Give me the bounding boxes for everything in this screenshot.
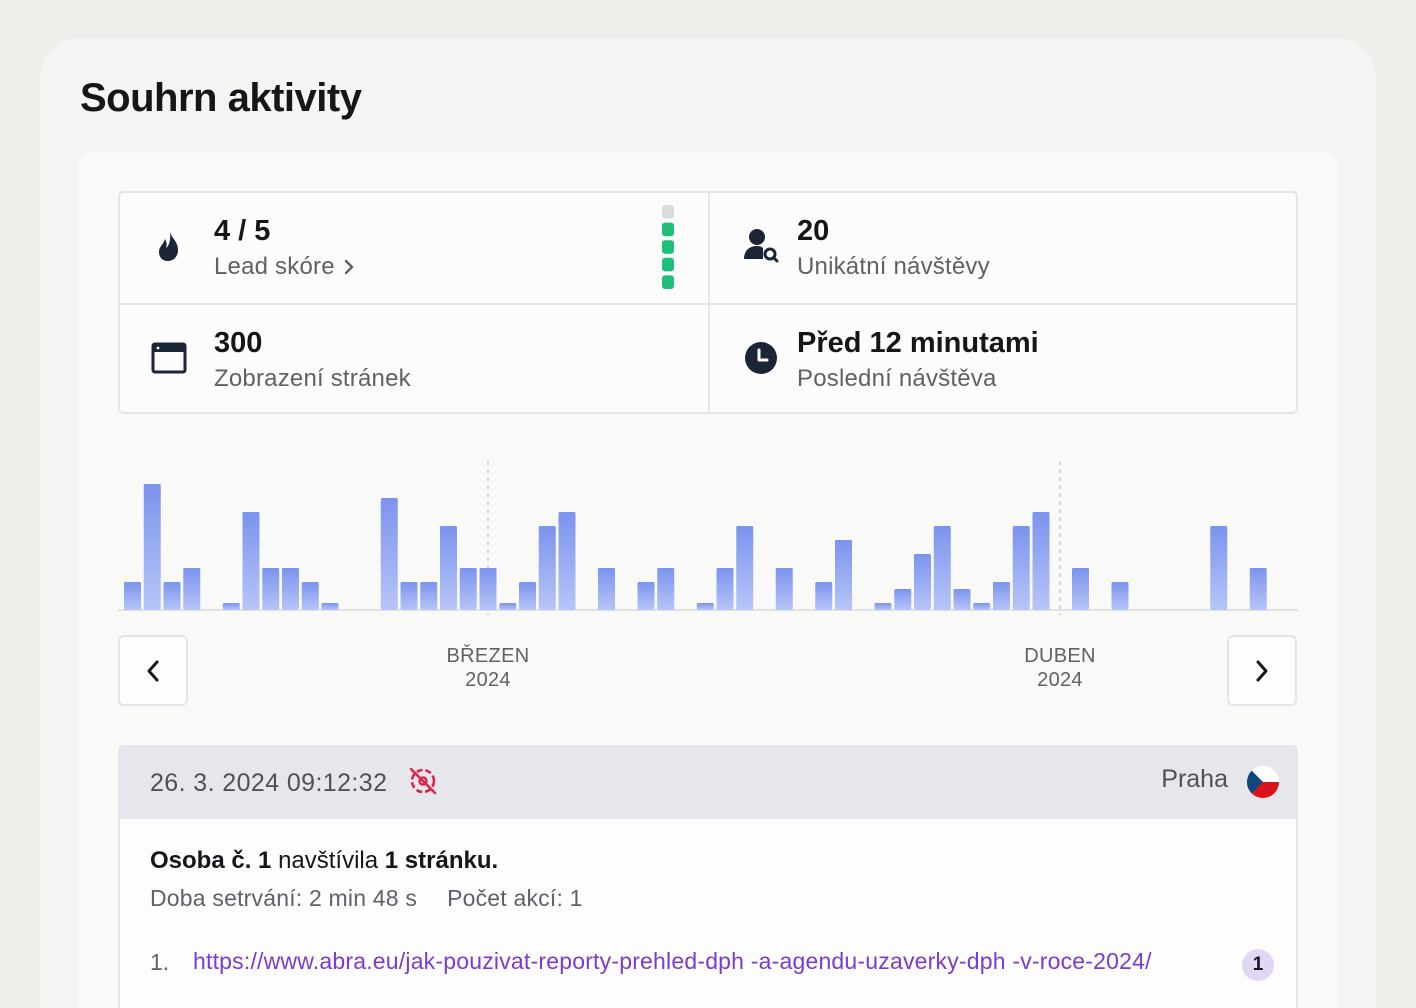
browser-window-icon [151,342,187,374]
page-number: 1. [150,949,170,975]
activity-bar[interactable] [242,512,260,610]
activity-bar[interactable] [519,582,536,610]
activity-bar[interactable] [598,568,615,610]
activity-bar[interactable] [558,512,576,610]
lead-score-label[interactable]: Lead skóre [214,253,355,281]
activity-bar[interactable] [124,582,141,610]
activity-bar[interactable] [657,568,675,610]
page-views-label: Zobrazení stránek [214,365,411,392]
person-search-icon [744,229,779,263]
activity-bar[interactable] [282,568,299,610]
last-visit-label: Poslední návštěva [797,365,997,392]
pages-count: 1 stránku. [384,847,499,874]
activity-bar[interactable] [993,582,1010,610]
activity-bar[interactable] [1249,568,1267,610]
activity-bar[interactable] [973,603,991,610]
activity-bar[interactable] [163,582,181,610]
page-title: Souhrn aktivity [80,76,362,120]
person-name: Osoba č. 1 [150,847,272,874]
activity-bar[interactable] [1210,526,1228,610]
stat-unique-visits: 20 Unikátní návštěvy [708,193,1296,303]
visit-actions: Počet akcí: 1 [447,885,583,911]
month-label-brezen: BŘEZEN 2024 [418,644,558,692]
meter-segment [662,257,674,272]
activity-bar[interactable] [914,554,931,610]
visit-meta: Doba setrvání: 2 min 48 s Počet akcí: 1 [150,885,583,912]
no-tracking-icon [409,767,437,795]
next-period-button[interactable] [1227,635,1297,706]
stat-page-views: 300 Zobrazení stránek [120,303,708,412]
month-name: BŘEZEN [446,645,530,667]
activity-bar[interactable] [835,540,852,610]
visit-body: Osoba č. 1 navštívila 1 stránku. Doba se… [118,819,1298,1008]
last-visit-value: Před 12 minutami [797,327,1039,359]
activity-bar[interactable] [440,526,457,610]
clock-icon [745,342,777,374]
stats-grid: 4 / 5 Lead skóre 20 Unikátní návštěvy 30… [118,191,1298,414]
activity-bar[interactable] [933,526,951,610]
unique-visits-value: 20 [797,215,830,247]
activity-bar[interactable] [815,582,833,610]
activity-bar[interactable] [696,603,714,610]
activity-bar[interactable] [262,568,280,610]
meter-segment [662,240,674,254]
chevron-right-icon [1256,660,1268,681]
chevron-left-icon [147,660,159,681]
activity-bar[interactable] [874,603,892,610]
visit-duration: Doba setrvání: 2 min 48 s [150,885,418,911]
previous-period-button[interactable] [118,635,188,706]
activity-bar[interactable] [1032,512,1050,610]
month-year: 2024 [1037,669,1083,691]
activity-bar[interactable] [716,568,734,610]
activity-bar[interactable] [143,484,161,610]
activity-bar[interactable] [380,498,398,610]
month-year: 2024 [465,669,511,691]
activity-bar-chart [118,461,1298,615]
activity-bar[interactable] [953,589,971,610]
stat-last-visit: Před 12 minutami Poslední návštěva [708,303,1296,412]
activity-bar[interactable] [1012,526,1030,610]
activity-bar[interactable] [637,582,655,610]
month-name: DUBEN [1024,645,1096,667]
activity-bar[interactable] [894,589,912,610]
activity-bar[interactable] [499,603,517,610]
visit-datetime: 26. 3. 2024 09:12:32 [150,765,439,798]
activity-bar[interactable] [321,603,339,610]
activity-bar[interactable] [479,568,497,610]
activity-bar[interactable] [420,582,438,610]
page-action-count-badge: 1 [1242,949,1274,981]
meter-segment [662,205,674,219]
activity-bar[interactable] [1072,568,1089,610]
meter-segment [662,275,674,289]
visit-summary: Osoba č. 1 navštívila 1 stránku. [150,847,498,875]
activity-bar[interactable] [459,568,477,610]
activity-bar[interactable] [301,582,319,610]
chevron-right-icon [344,259,354,275]
activity-bar[interactable] [222,603,240,610]
activity-bar[interactable] [736,526,754,610]
czech-flag-icon [1247,766,1279,798]
lead-score-value: 4 / 5 [214,215,271,247]
activity-bar[interactable] [1111,582,1129,610]
visit-city: Praha [1161,765,1228,793]
flame-icon [159,231,178,261]
month-label-duben: DUBEN 2024 [990,644,1130,692]
activity-bar[interactable] [538,526,556,610]
page-views-value: 300 [214,327,263,359]
visit-datetime-text: 26. 3. 2024 09:12:32 [150,769,388,797]
activity-bar[interactable] [775,568,793,610]
visit-header[interactable]: 26. 3. 2024 09:12:32 Praha [118,745,1298,819]
stat-lead-score[interactable]: 4 / 5 Lead skóre [120,193,708,303]
visit-verb: navštívila [278,847,379,874]
meter-segment [662,222,674,237]
activity-bar[interactable] [183,568,201,610]
unique-visits-label: Unikátní návštěvy [797,253,990,280]
lead-score-meter [662,205,674,289]
activity-bar[interactable] [400,582,418,610]
lead-score-label-text: Lead skóre [214,253,335,280]
visited-page-link[interactable]: https://www.abra.eu/jak-pouzivat-reporty… [193,948,1152,974]
